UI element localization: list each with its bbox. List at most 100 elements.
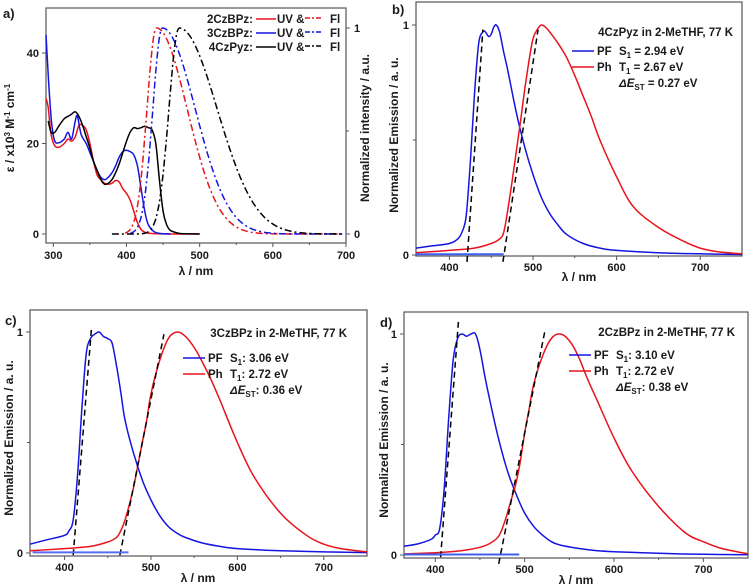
panel-d-frame bbox=[403, 311, 749, 559]
panel-d-2czbpz-chart: d) 400 500 600 700 01 λ / nm Normalized Emi… bbox=[377, 311, 749, 587]
panel-a-legend: 2CzBPz: UV & Fl 3CzBPz: UV & Fl 4CzPyz: UV & Fl bbox=[207, 14, 340, 54]
series-4czpyz-uv bbox=[47, 111, 200, 235]
y-tick-label: 20 bbox=[27, 139, 39, 151]
ylabel-sup: -1 bbox=[3, 111, 12, 119]
legend-name: Ph bbox=[597, 62, 612, 74]
panel-d-label: d) bbox=[380, 315, 392, 330]
series-2czbpz-fl bbox=[124, 27, 342, 235]
x-tick-label: 700 bbox=[691, 262, 709, 274]
delta-est-value: ΔEST = 0.27 eV bbox=[618, 78, 698, 92]
panel-c-y-ticks: 01 bbox=[17, 327, 30, 560]
series-pf bbox=[403, 332, 749, 556]
panel-a-label: a) bbox=[3, 6, 15, 21]
panel-a-x-ticks: 300 400 500 600 700 bbox=[44, 243, 355, 262]
panel-a-y2label: Normalized intensity / a.u. bbox=[358, 54, 372, 202]
y2-tick-label: 1 bbox=[354, 23, 360, 35]
panel-b-y-ticks: 01 bbox=[403, 20, 416, 262]
panel-a-y2-ticks: 01 bbox=[346, 23, 360, 241]
panel-d-xlabel: λ / nm bbox=[559, 573, 594, 587]
panel-c-x-ticks: 400 500 600 700 bbox=[55, 556, 333, 574]
panel-a-ylabel: ε / x103 M-1 cm-1 bbox=[3, 83, 17, 172]
x-tick-label: 600 bbox=[264, 250, 282, 262]
x-tick-label: 700 bbox=[694, 564, 712, 576]
panel-c-legend: PF S1: 3.06 eV Ph T1: 2.72 eV ΔEST: 0.36 eV bbox=[183, 353, 303, 399]
series-ph bbox=[415, 24, 743, 255]
y-tick-label: 1 bbox=[403, 20, 409, 32]
series-pf-onset-fit bbox=[466, 29, 484, 262]
legend-value: S1: 3.10 eV bbox=[616, 350, 675, 364]
panel-c-label: c) bbox=[5, 313, 17, 328]
panel-b-frame bbox=[415, 1, 743, 257]
series-4czpyz-fl bbox=[111, 27, 342, 235]
panel-c-series bbox=[29, 329, 368, 556]
series-ph bbox=[403, 333, 749, 555]
legend-name: Ph bbox=[208, 369, 223, 381]
y-tick-label: 1 bbox=[17, 327, 23, 339]
series-2czbpz-uv bbox=[45, 98, 200, 235]
ylabel-sup: -1 bbox=[3, 83, 12, 91]
legend-uv-text: UV & bbox=[277, 14, 304, 26]
x-tick-label: 600 bbox=[228, 562, 246, 574]
legend-name: 2CzBPz: bbox=[207, 14, 253, 26]
panel-d-series bbox=[403, 320, 749, 564]
panel-b-xlabel: λ / nm bbox=[562, 270, 597, 284]
y-tick-label: 0 bbox=[403, 250, 409, 262]
legend-value: T1 = 2.67 eV bbox=[619, 62, 684, 76]
x-tick-label: 300 bbox=[44, 250, 62, 262]
panel-d-title: 2CzBPz in 2-MeTHF, 77 K bbox=[598, 327, 735, 339]
panel-a-frame bbox=[45, 7, 347, 244]
x-tick-label: 400 bbox=[440, 262, 458, 274]
legend-value: T1: 2.72 eV bbox=[230, 369, 288, 383]
series-pf-onset-fit bbox=[72, 329, 93, 556]
series-3czbpz-uv bbox=[45, 34, 171, 235]
legend-value: T1: 2.72 eV bbox=[616, 366, 674, 380]
panel-b-series bbox=[415, 24, 743, 263]
x-tick-label: 700 bbox=[315, 562, 333, 574]
legend-fl-text: Fl bbox=[330, 42, 340, 54]
panel-b-x-ticks: 400 500 600 700 bbox=[440, 256, 709, 274]
legend-name: Ph bbox=[594, 366, 609, 378]
y-tick-label: 0 bbox=[33, 229, 39, 241]
x-tick-label: 700 bbox=[337, 250, 355, 262]
y-tick-label: 0 bbox=[17, 548, 23, 560]
panel-d-ylabel: Normalized Emission / a. u. bbox=[377, 362, 391, 517]
x-tick-label: 400 bbox=[426, 564, 444, 576]
legend-name: 4CzPyz: bbox=[209, 42, 253, 54]
ylabel-part: ε / x10 bbox=[3, 136, 17, 172]
x-tick-label: 400 bbox=[117, 250, 135, 262]
panel-b-title: 4CzPyz in 2-MeTHF, 77 K bbox=[598, 27, 734, 39]
delta-est-value: ΔEST: 0.38 eV bbox=[615, 382, 689, 396]
legend-fl-text: Fl bbox=[330, 14, 340, 26]
panel-d-x-ticks: 400 500 600 700 bbox=[426, 558, 713, 576]
x-tick-label: 500 bbox=[515, 564, 533, 576]
panel-a-y-ticks: 0 20 40 bbox=[27, 48, 46, 241]
x-tick-label: 400 bbox=[55, 562, 73, 574]
y-tick-label: 1 bbox=[391, 329, 397, 341]
series-pf-onset-fit bbox=[439, 320, 460, 558]
panel-c-title: 3CzBPz in 2-MeTHF, 77 K bbox=[210, 328, 347, 340]
x-tick-label: 500 bbox=[524, 262, 542, 274]
legend-uv-text: UV & bbox=[277, 42, 304, 54]
legend-name: PF bbox=[594, 350, 609, 362]
legend-uv-text: UV & bbox=[277, 28, 304, 40]
ylabel-part: cm bbox=[3, 91, 17, 112]
panel-d-y-ticks: 01 bbox=[391, 329, 404, 562]
x-tick-label: 500 bbox=[190, 250, 208, 262]
panel-d-legend: PF S1: 3.10 eV Ph T1: 2.72 eV ΔEST: 0.38 eV bbox=[569, 350, 689, 396]
ylabel-part: M bbox=[3, 119, 17, 132]
panel-b-legend: PF S1 = 2.94 eV Ph T1 = 2.67 eV ΔEST = 0.27 … bbox=[572, 46, 698, 92]
x-tick-label: 600 bbox=[607, 262, 625, 274]
panel-c-ylabel: Normalized Emission / a. u. bbox=[2, 360, 16, 515]
x-tick-label: 500 bbox=[142, 562, 160, 574]
legend-name: PF bbox=[597, 46, 612, 58]
panel-b-label: b) bbox=[392, 2, 404, 17]
y-tick-label: 40 bbox=[27, 48, 39, 60]
series-ph-onset-fit bbox=[119, 334, 165, 556]
legend-name: 3CzBPz: bbox=[207, 28, 253, 40]
panel-c-frame bbox=[29, 309, 368, 557]
panel-a-series bbox=[45, 27, 343, 235]
panel-c-3czbpz-chart: c) 400 500 600 700 01 λ / nm Normalized Emi… bbox=[2, 309, 368, 585]
panel-c-xlabel: λ / nm bbox=[181, 571, 216, 585]
